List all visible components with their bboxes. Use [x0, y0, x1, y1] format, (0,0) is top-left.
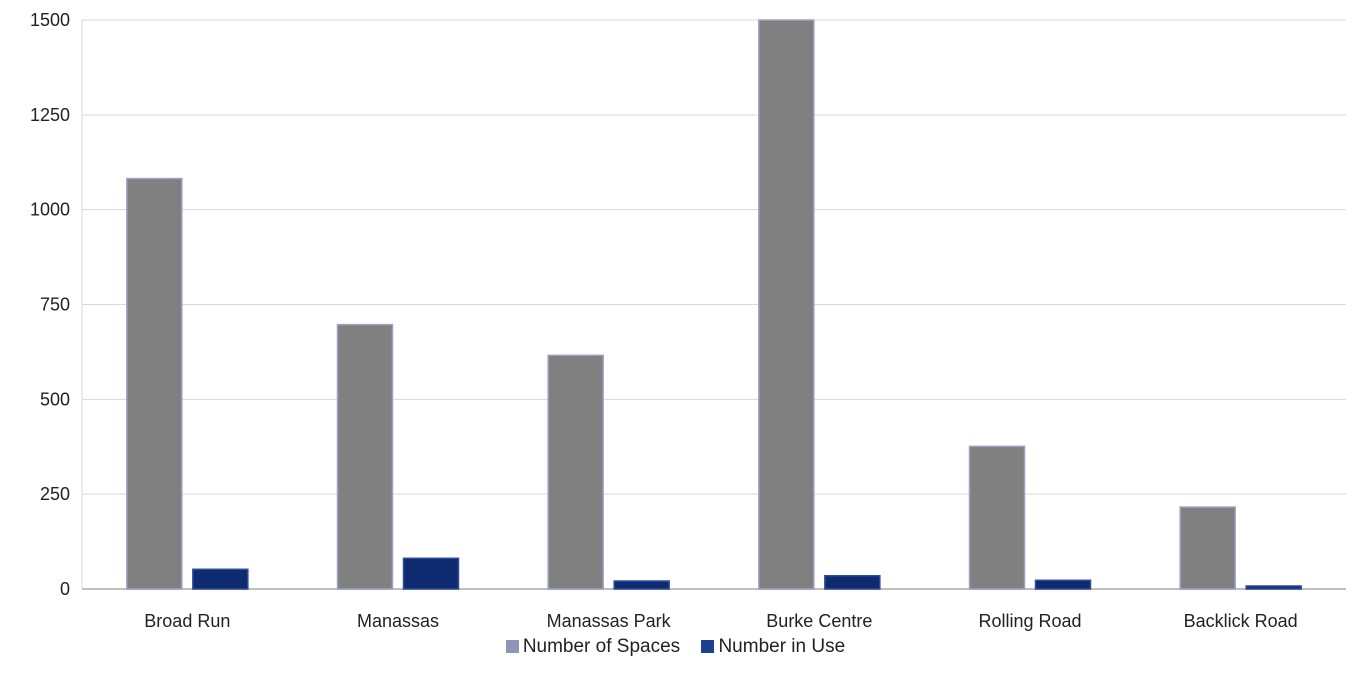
gridlines — [81, 19, 1346, 590]
x-tick-label-5: Backlick Road — [1184, 611, 1298, 631]
y-tick-label-5: 1250 — [30, 105, 70, 125]
y-tick-label-1: 250 — [40, 484, 70, 504]
legend-swatch-in-use — [701, 640, 715, 653]
bar-spaces-5 — [1179, 506, 1236, 590]
bar-spaces-2 — [547, 354, 604, 590]
legend: Number of Spaces Number in Use — [0, 636, 1351, 658]
x-tick-label-2: Manassas Park — [547, 611, 672, 631]
x-axis-labels: Broad Run Manassas Manassas Park Burke Cent… — [144, 611, 1297, 631]
bars — [126, 19, 1302, 590]
y-tick-label-6: 1500 — [30, 10, 70, 30]
x-tick-label-0: Broad Run — [144, 611, 230, 631]
bar-spaces-1 — [336, 323, 394, 590]
y-tick-label-2: 500 — [40, 389, 70, 409]
x-tick-label-4: Rolling Road — [978, 611, 1081, 631]
legend-label-in-use: Number in Use — [718, 636, 846, 657]
bar-spaces-4 — [968, 445, 1026, 590]
bar-in-use-3 — [824, 574, 881, 590]
y-tick-label-3: 750 — [40, 295, 70, 315]
x-tick-label-3: Burke Centre — [766, 611, 872, 631]
legend-item-spaces: Number of Spaces — [505, 636, 681, 658]
y-tick-label-4: 1000 — [30, 200, 70, 220]
bar-in-use-2 — [613, 580, 670, 590]
bar-in-use-1 — [402, 557, 460, 590]
x-tick-label-1: Manassas — [357, 611, 439, 631]
legend-item-in-use: Number in Use — [701, 636, 845, 658]
legend-swatch-spaces — [505, 640, 519, 653]
bar-in-use-0 — [192, 568, 249, 590]
legend-label-spaces: Number of Spaces — [522, 636, 681, 657]
bar-in-use-5 — [1245, 585, 1302, 590]
y-axis-ticks: 0 250 500 750 1000 1250 1500 — [30, 10, 70, 599]
bar-spaces-0 — [126, 177, 183, 590]
y-tick-label-0: 0 — [60, 579, 70, 599]
bar-in-use-4 — [1034, 579, 1092, 590]
bar-spaces-3 — [758, 19, 815, 590]
